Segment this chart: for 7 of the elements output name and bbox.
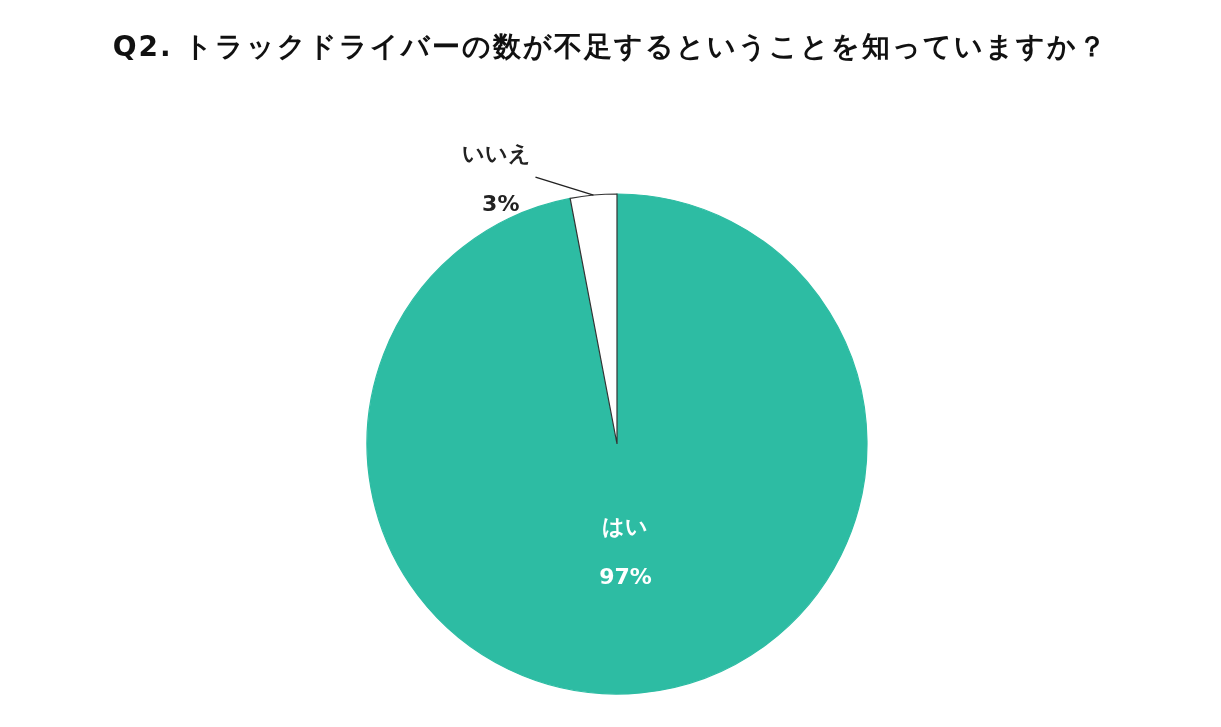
pie-slice [366, 193, 868, 695]
data-label: 97% [599, 563, 652, 589]
data-label: 3% [482, 191, 520, 217]
pie-slice [569, 193, 618, 445]
slice-label: はい [602, 513, 649, 539]
slice-label: いいえ [462, 141, 532, 167]
chart-title: Q2. トラックドライバーの数が不足するということを知っていますか？ [112, 30, 1109, 63]
